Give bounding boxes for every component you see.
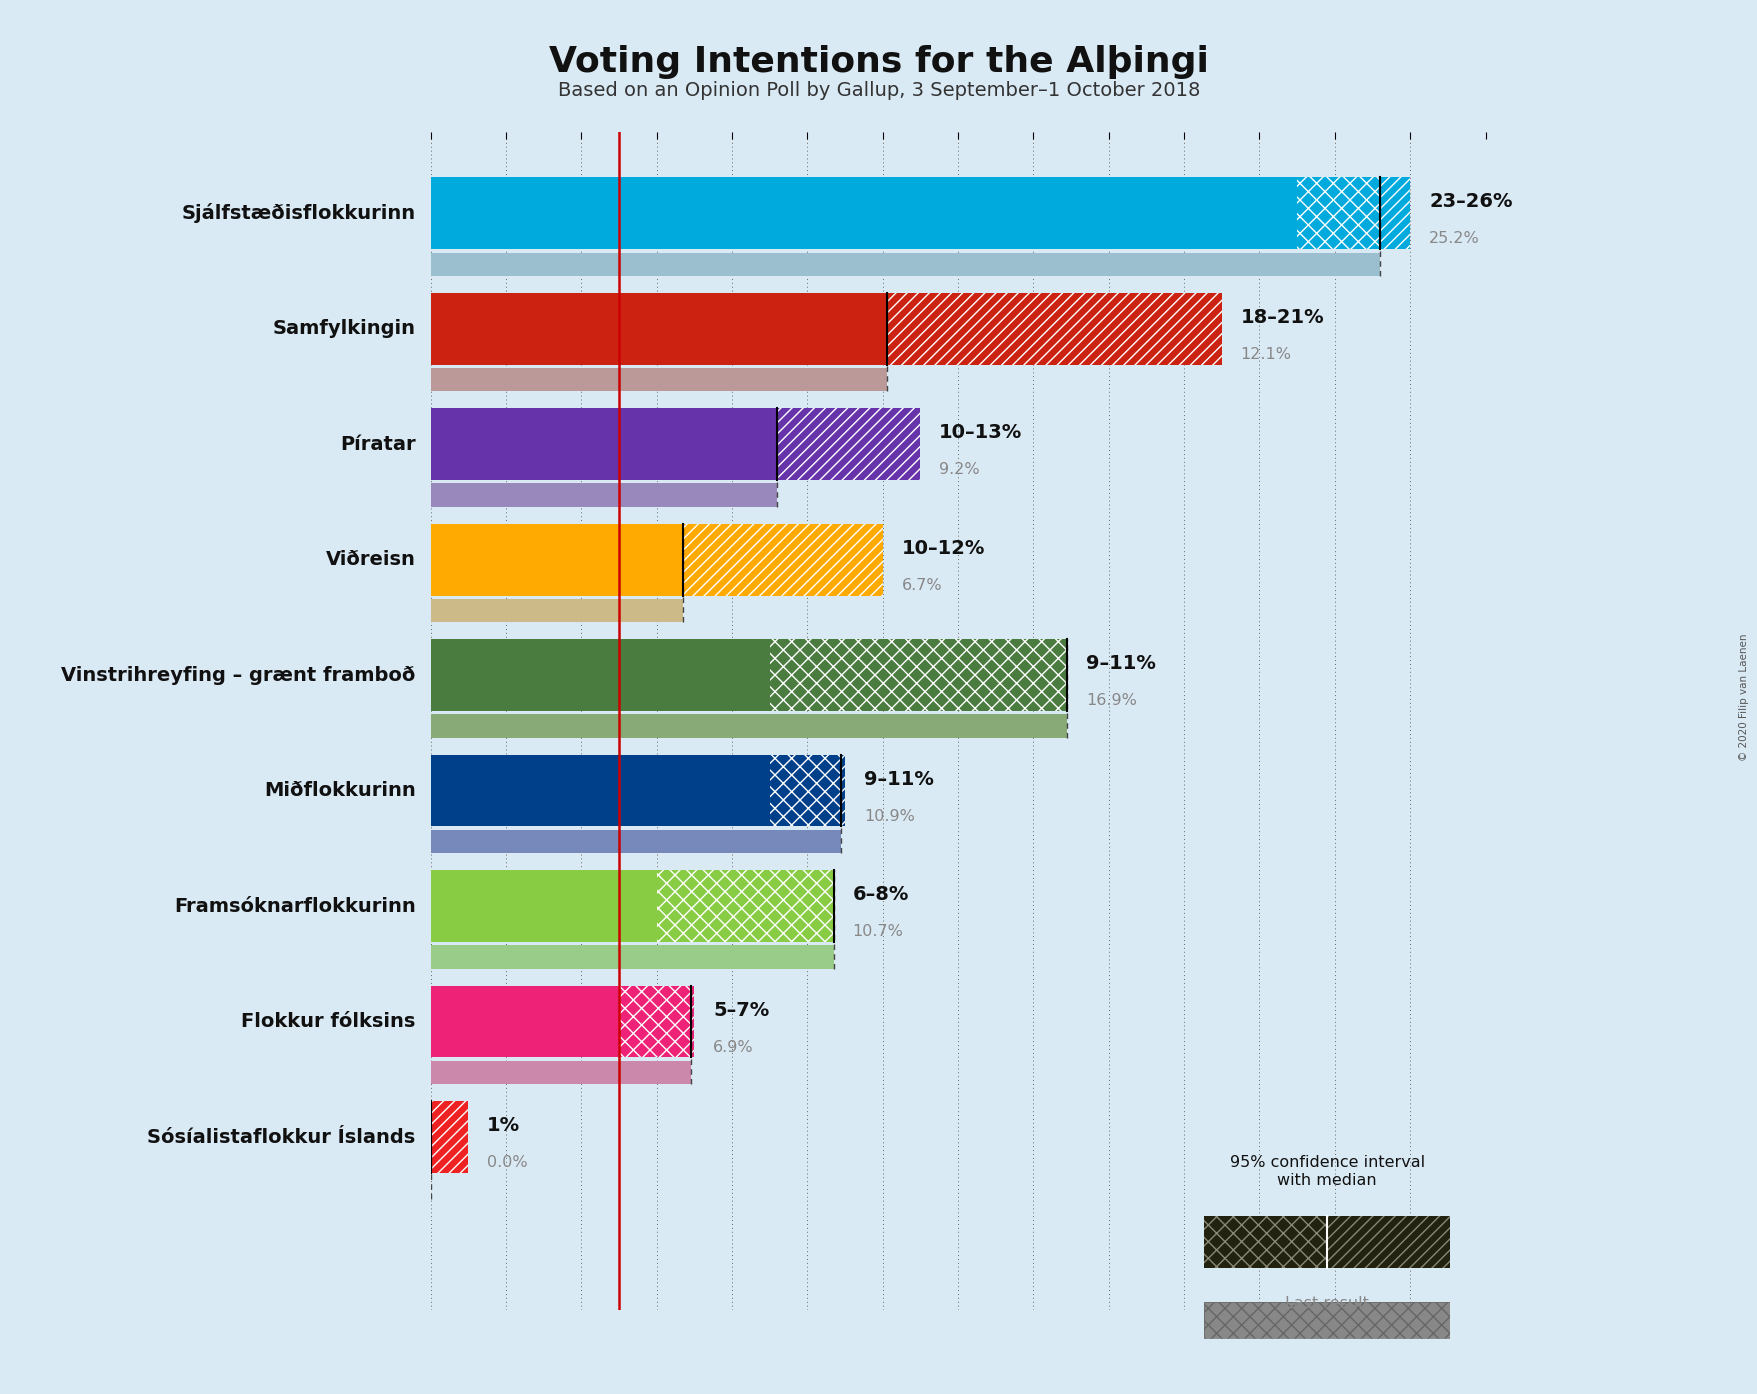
Text: 9–11%: 9–11%	[863, 769, 933, 789]
Bar	[770, 756, 842, 827]
Text: Sósíalistaflokkur Íslands: Sósíalistaflokkur Íslands	[148, 1128, 415, 1147]
Bar	[842, 756, 845, 827]
Bar	[430, 408, 806, 480]
Bar	[430, 484, 777, 506]
Bar	[770, 640, 1066, 711]
Text: Vinstrihreyfing – grænt framboð: Vinstrihreyfing – grænt framboð	[61, 666, 415, 684]
Bar	[430, 986, 618, 1058]
Bar	[777, 408, 921, 480]
Bar	[430, 524, 806, 595]
Text: Sjálfstæðisflokkurinn: Sjálfstæðisflokkurinn	[181, 204, 415, 223]
Bar	[430, 945, 833, 969]
Bar	[1204, 1216, 1327, 1269]
Text: Based on an Opinion Poll by Gallup, 3 September–1 October 2018: Based on an Opinion Poll by Gallup, 3 Se…	[557, 81, 1200, 100]
Bar	[430, 640, 770, 711]
Text: Flokkur fólksins: Flokkur fólksins	[241, 1012, 415, 1032]
Bar	[430, 1061, 691, 1085]
Text: Viðreisn: Viðreisn	[325, 551, 415, 569]
Bar	[1327, 1216, 1450, 1269]
Bar	[691, 986, 694, 1058]
Bar	[683, 524, 882, 595]
Bar	[430, 829, 842, 853]
Text: 5–7%: 5–7%	[713, 1001, 770, 1019]
Bar	[430, 293, 1109, 365]
Text: 12.1%: 12.1%	[1240, 347, 1291, 361]
Text: 6.7%: 6.7%	[901, 577, 942, 592]
Text: Píratar: Píratar	[339, 435, 415, 453]
Bar	[618, 986, 691, 1058]
Bar	[430, 870, 657, 942]
Bar	[886, 293, 1221, 365]
Bar	[657, 870, 833, 942]
Text: Last result: Last result	[1284, 1296, 1369, 1310]
Text: 25.2%: 25.2%	[1428, 231, 1479, 247]
Text: 23–26%: 23–26%	[1428, 192, 1511, 212]
Bar	[1204, 1302, 1450, 1338]
Bar	[430, 945, 833, 969]
Text: 10–12%: 10–12%	[901, 538, 984, 558]
Bar	[430, 756, 770, 827]
Text: 10.7%: 10.7%	[852, 924, 903, 940]
Bar	[430, 1101, 467, 1172]
Text: Voting Intentions for the Alþingi: Voting Intentions for the Alþingi	[548, 45, 1209, 78]
Bar	[430, 368, 886, 392]
Bar	[430, 252, 1379, 276]
Text: © 2020 Filip van Laenen: © 2020 Filip van Laenen	[1738, 633, 1748, 761]
Bar	[430, 177, 1297, 250]
Bar	[430, 252, 1379, 276]
Bar	[1204, 1302, 1450, 1338]
Text: 95% confidence interval
with median: 95% confidence interval with median	[1230, 1156, 1423, 1188]
Bar	[430, 829, 842, 853]
Text: 18–21%: 18–21%	[1240, 308, 1323, 326]
Text: Miðflokkurinn: Miðflokkurinn	[264, 781, 415, 800]
Bar	[430, 715, 1066, 737]
Bar	[430, 715, 1066, 737]
Text: 6.9%: 6.9%	[713, 1040, 754, 1054]
Text: 0.0%: 0.0%	[487, 1156, 527, 1170]
Bar	[430, 1061, 691, 1085]
Bar	[1297, 177, 1379, 250]
Bar	[430, 368, 886, 392]
Text: 10.9%: 10.9%	[863, 809, 914, 824]
Bar	[430, 484, 777, 506]
Text: 16.9%: 16.9%	[1086, 693, 1137, 708]
Bar	[1379, 177, 1409, 250]
Bar	[430, 599, 683, 622]
Text: 6–8%: 6–8%	[852, 885, 908, 905]
Text: 9–11%: 9–11%	[1086, 654, 1156, 673]
Text: Samfylkingin: Samfylkingin	[272, 319, 415, 339]
Bar	[430, 599, 683, 622]
Bar	[1204, 1216, 1327, 1269]
Text: Framsóknarflokkurinn: Framsóknarflokkurinn	[174, 896, 415, 916]
Text: 9.2%: 9.2%	[938, 463, 979, 477]
Text: 10–13%: 10–13%	[938, 424, 1023, 442]
Bar	[430, 1101, 467, 1172]
Text: 1%: 1%	[487, 1117, 520, 1135]
